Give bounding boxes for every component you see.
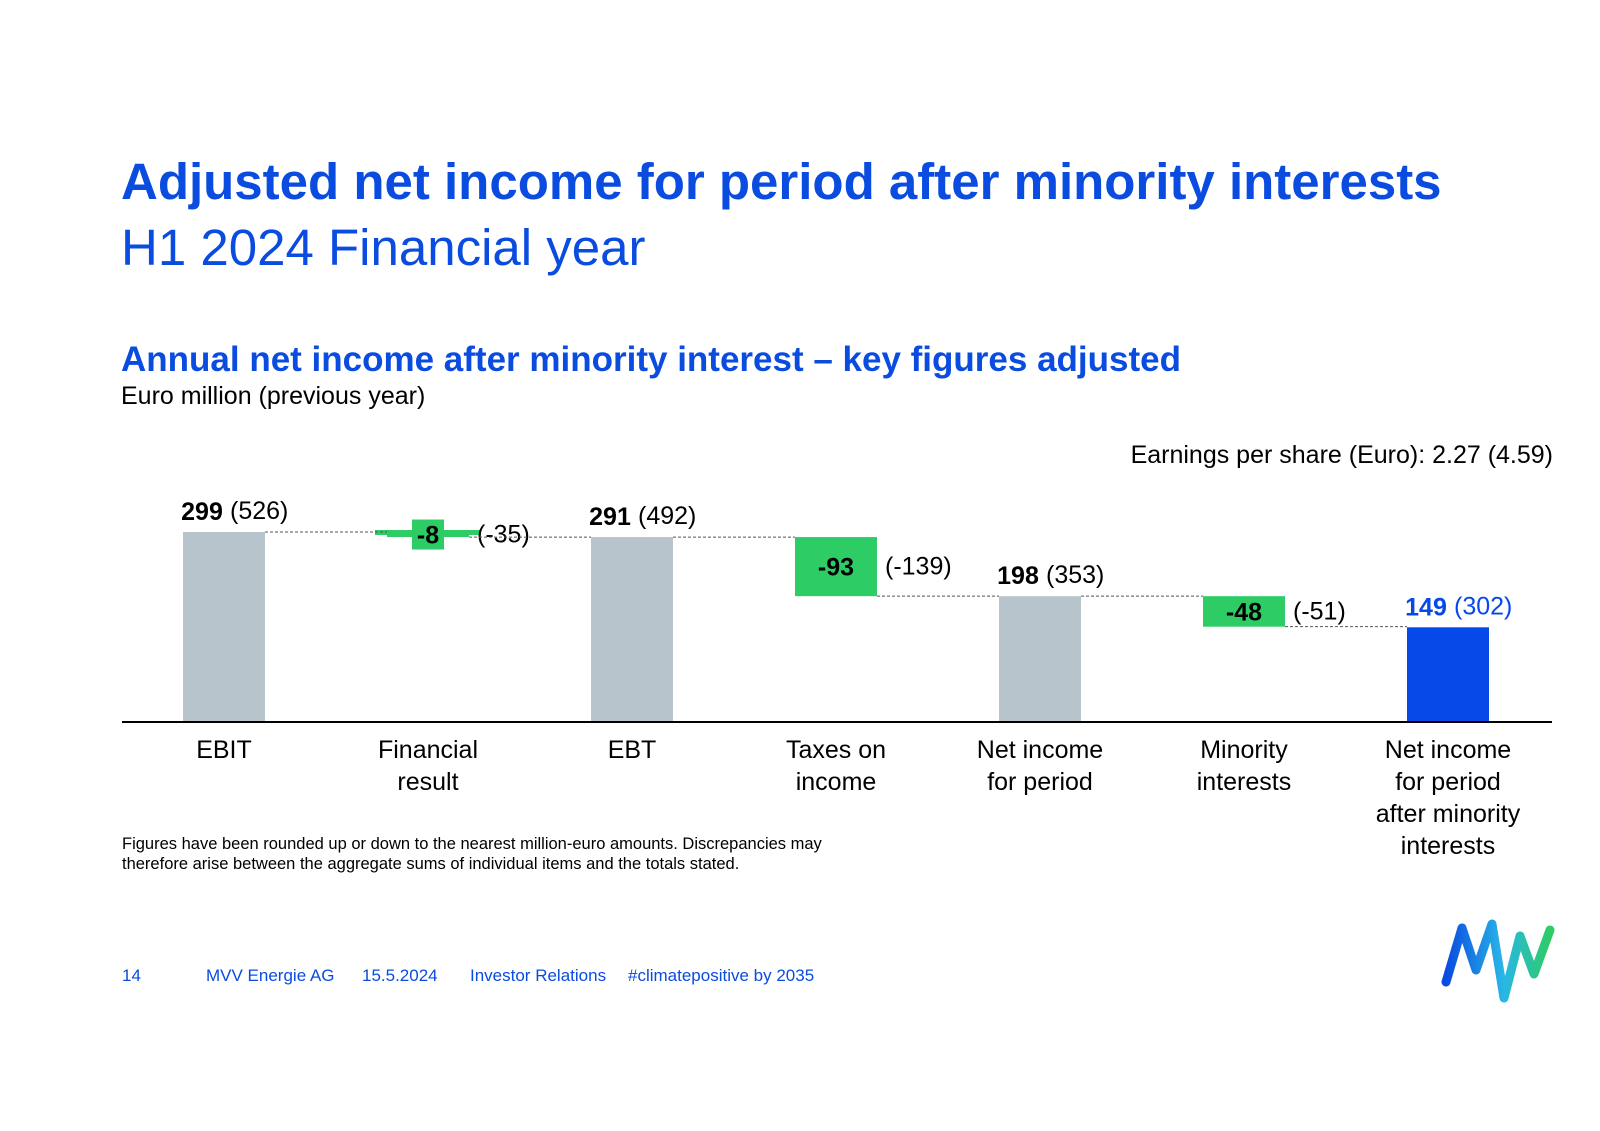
value-label-5: 198 xyxy=(997,562,1039,590)
category-label-6: interests xyxy=(1197,768,1291,796)
page-title: Adjusted net income for period after min… xyxy=(121,153,1442,210)
value-label-7: 149 xyxy=(1405,593,1447,621)
category-label-4: income xyxy=(796,768,877,796)
value-label-6: -48 xyxy=(1226,598,1262,626)
bar-7 xyxy=(1407,627,1489,722)
category-label-5: for period xyxy=(987,768,1093,796)
bar-1 xyxy=(183,532,265,722)
footer-company: MVV Energie AG xyxy=(206,966,335,985)
value-label-2: -8 xyxy=(417,522,439,550)
category-label-7: for period xyxy=(1395,768,1501,796)
footer-hashtag: #climatepositive by 2035 xyxy=(628,966,815,985)
category-label-6: Minority xyxy=(1200,736,1288,764)
category-label-3: EBT xyxy=(608,736,657,764)
footer-date: 15.5.2024 xyxy=(362,966,438,985)
footer-page-number: 14 xyxy=(122,966,141,985)
waterfall-chart: 299 (526) -8 (-35) 291 (492) -93 (-139) 198 (353)… xyxy=(122,497,1552,860)
earnings-per-share-note: Earnings per share (Euro): 2.27 (4.59) xyxy=(1130,441,1553,469)
category-label-7: interests xyxy=(1401,832,1495,860)
prev-year-label-6: (-51) xyxy=(1293,597,1346,625)
bar-6 xyxy=(1203,596,1285,627)
category-label-4: Taxes on xyxy=(786,736,886,764)
rounding-footnote: Figures have been rounded up or down to … xyxy=(122,835,822,873)
prev-year-label-7: (302) xyxy=(1454,592,1512,620)
category-label-2: Financial xyxy=(378,736,478,764)
chart-unit-label: Euro million (previous year) xyxy=(121,382,426,410)
bar-label-box-2 xyxy=(412,519,444,550)
prev-year-label-1: (526) xyxy=(230,497,288,525)
prev-year-label-5: (353) xyxy=(1046,561,1104,589)
footer-department: Investor Relations xyxy=(470,966,607,985)
prev-year-label-4: (-139) xyxy=(885,553,952,581)
prev-year-label-2: (-35) xyxy=(477,521,530,549)
category-label-7: Net income xyxy=(1385,736,1511,764)
bar-4 xyxy=(795,537,877,597)
chart-heading: Annual net income after minority interes… xyxy=(121,340,1181,379)
category-label-1: EBIT xyxy=(196,736,252,764)
value-label-4: -93 xyxy=(818,554,854,582)
prev-year-label-3: (492) xyxy=(638,502,696,530)
value-label-1: 299 xyxy=(181,498,223,526)
bar-5 xyxy=(999,596,1081,722)
category-label-5: Net income xyxy=(977,736,1103,764)
page-subtitle: H1 2024 Financial year xyxy=(121,219,646,276)
category-label-7: after minority xyxy=(1376,800,1521,828)
value-label-3: 291 xyxy=(589,503,631,531)
category-label-2: result xyxy=(397,768,458,796)
bar-3 xyxy=(591,537,673,722)
mvv-logo xyxy=(1441,919,1555,1003)
